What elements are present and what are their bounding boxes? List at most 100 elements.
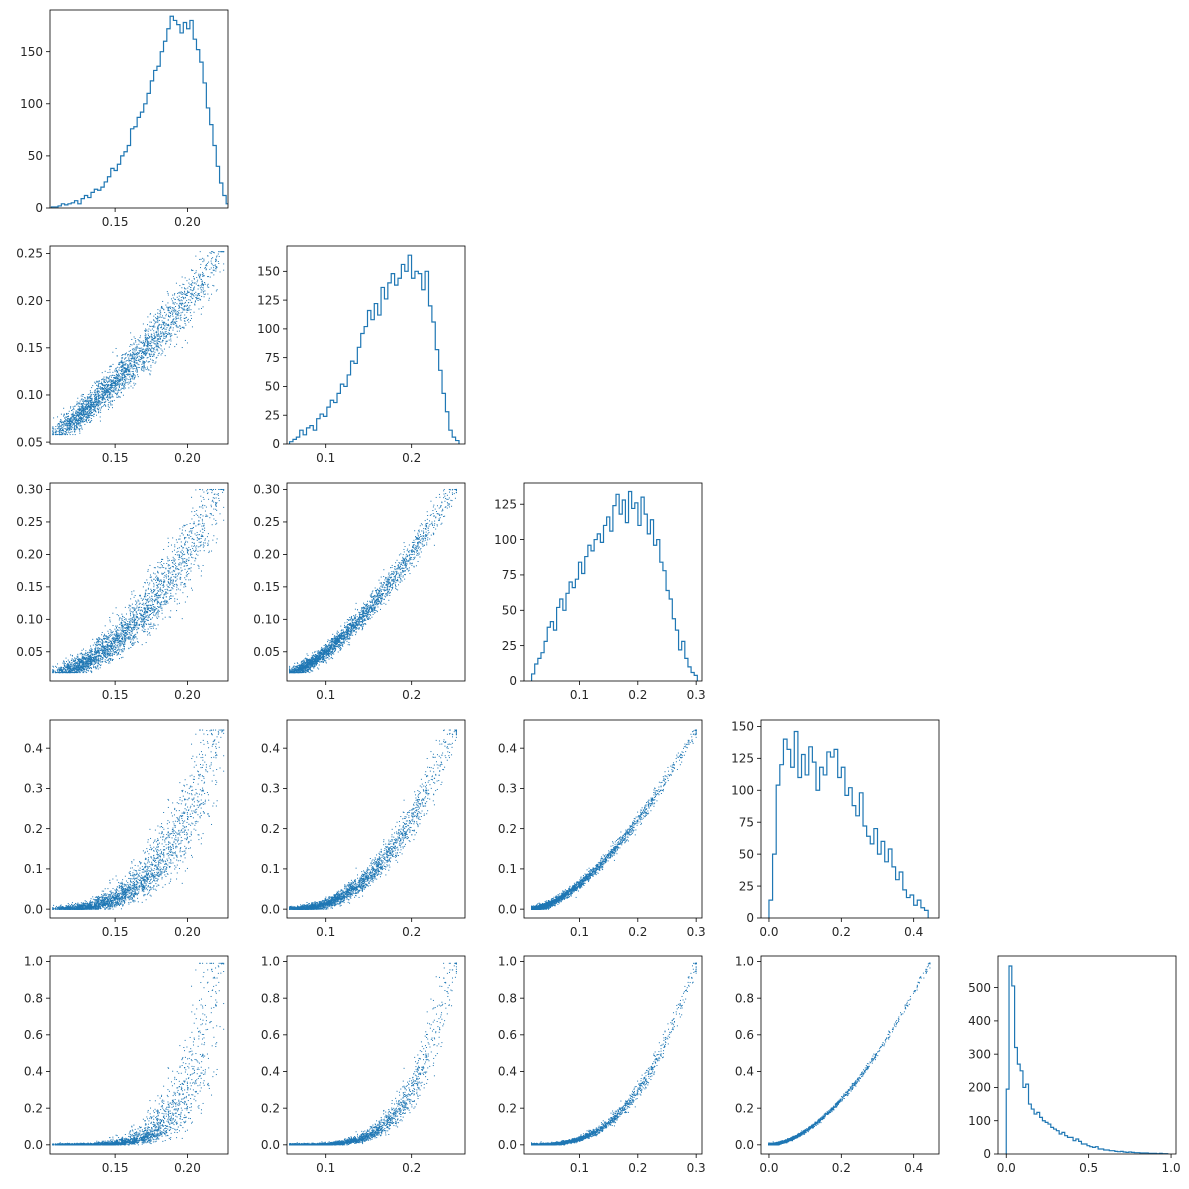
scatter-point	[109, 375, 111, 377]
scatter-point	[96, 645, 98, 647]
scatter-point	[69, 429, 71, 431]
scatter-point	[156, 321, 158, 323]
scatter-point	[105, 648, 107, 650]
scatter-point	[156, 356, 158, 358]
scatter-point	[79, 413, 81, 415]
scatter-point	[124, 353, 126, 355]
scatter-point	[150, 612, 152, 614]
scatter-point	[154, 567, 156, 569]
scatter-point	[107, 404, 109, 406]
scatter-point	[101, 402, 103, 404]
scatter-point	[150, 576, 152, 578]
scatter-point	[115, 383, 117, 385]
scatter-point	[67, 665, 69, 667]
scatter-point	[166, 600, 168, 602]
scatter-point	[87, 660, 89, 662]
scatter-point	[161, 592, 163, 594]
scatter-point	[94, 381, 96, 383]
scatter-point	[144, 335, 146, 337]
scatter-point	[199, 273, 201, 275]
scatter-point	[103, 404, 105, 406]
scatter-point	[78, 415, 80, 417]
scatter-point	[160, 345, 162, 347]
scatter-point	[65, 424, 67, 426]
scatter-point	[116, 383, 118, 385]
scatter-point	[125, 352, 127, 354]
scatter-point	[143, 363, 145, 365]
scatter-point	[111, 654, 113, 656]
scatter-point	[108, 653, 110, 655]
scatter-point	[203, 283, 205, 285]
scatter-point	[180, 562, 182, 564]
scatter-point	[112, 644, 113, 646]
scatter-point	[145, 331, 147, 333]
scatter-point	[81, 406, 83, 408]
scatter-point	[81, 669, 83, 671]
scatter-point	[98, 381, 100, 383]
scatter-point	[174, 321, 176, 323]
scatter-point	[83, 672, 85, 674]
scatter-point	[115, 644, 117, 646]
scatter-point	[111, 394, 113, 396]
scatter-point	[103, 655, 105, 657]
scatter-point	[107, 655, 109, 657]
scatter-point	[75, 660, 77, 662]
scatter-point	[147, 337, 149, 339]
scatter-point	[163, 335, 165, 337]
scatter-point	[77, 402, 79, 404]
scatter-point	[155, 598, 157, 600]
scatter-point	[76, 657, 78, 659]
scatter-point	[114, 381, 116, 383]
scatter-point	[169, 589, 171, 591]
scatter-point	[60, 429, 62, 431]
scatter-point	[77, 667, 79, 669]
scatter-point	[90, 399, 92, 401]
scatter-point	[122, 378, 124, 380]
scatter-point	[179, 589, 181, 591]
scatter-point	[200, 307, 202, 309]
scatter-point	[85, 664, 87, 666]
x-tick-label: 0.15	[102, 215, 129, 229]
scatter-point	[170, 610, 172, 612]
scatter-point	[118, 363, 120, 365]
scatter-point	[191, 293, 193, 295]
scatter-point	[153, 614, 155, 616]
scatter-point	[162, 604, 164, 606]
scatter-point	[118, 375, 120, 377]
scatter-point	[72, 422, 74, 424]
scatter-point	[134, 634, 136, 636]
scatter-point	[192, 269, 194, 271]
scatter-point	[88, 655, 90, 657]
scatter-point	[157, 578, 159, 580]
scatter-point	[60, 669, 62, 671]
scatter-point	[156, 612, 158, 614]
scatter-point	[94, 652, 96, 654]
scatter-point	[124, 635, 126, 637]
scatter-point	[114, 642, 116, 644]
scatter-point	[108, 391, 110, 393]
scatter-point	[212, 265, 214, 267]
scatter-point	[76, 401, 78, 403]
scatter-point	[171, 565, 173, 567]
scatter-point	[98, 637, 100, 639]
scatter-point	[170, 579, 172, 581]
scatter-point	[131, 358, 133, 360]
scatter-point	[144, 340, 146, 342]
scatter-point	[185, 316, 187, 318]
scatter-point	[189, 312, 191, 314]
scatter-point	[100, 388, 102, 390]
scatter-point	[86, 661, 88, 663]
y-tick-label: 75	[265, 351, 280, 365]
scatter-point	[83, 407, 85, 409]
scatter-point	[95, 659, 97, 661]
scatter-point	[118, 615, 120, 617]
scatter-point	[130, 639, 132, 641]
scatter-point	[223, 269, 225, 271]
y-tick-label: 150	[257, 265, 280, 279]
scatter-point	[84, 410, 86, 412]
scatter-point	[68, 663, 69, 665]
scatter-point	[155, 612, 157, 614]
scatter-point	[136, 352, 138, 354]
scatter-point	[188, 559, 190, 561]
scatter-point	[179, 528, 181, 530]
